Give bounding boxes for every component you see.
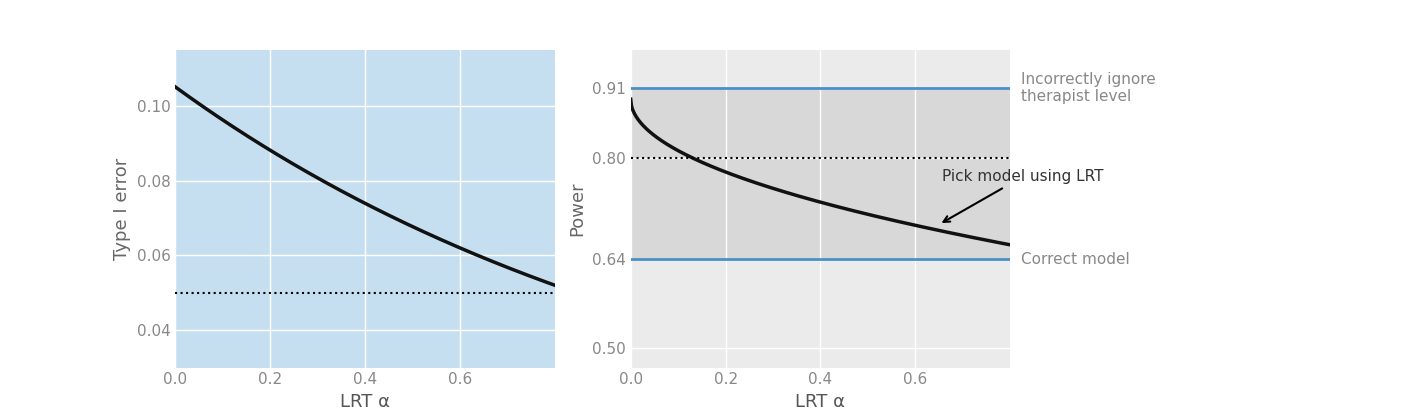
Y-axis label: Power: Power <box>568 181 586 236</box>
Bar <box>631 88 1010 259</box>
Text: Pick model using LRT: Pick model using LRT <box>941 169 1103 222</box>
X-axis label: LRT α: LRT α <box>796 393 846 411</box>
Y-axis label: Type I error: Type I error <box>114 157 130 260</box>
X-axis label: LRT α: LRT α <box>340 393 390 411</box>
Text: Incorrectly ignore
therapist level: Incorrectly ignore therapist level <box>1021 71 1156 104</box>
Text: Correct model: Correct model <box>1021 252 1129 267</box>
